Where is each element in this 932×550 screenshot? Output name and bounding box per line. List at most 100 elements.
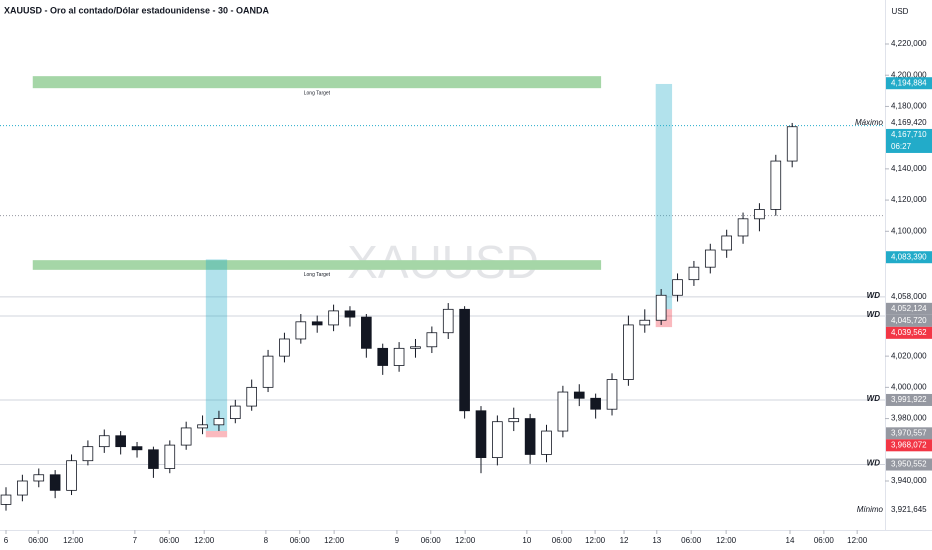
price-label: 3,970,557 [891,428,927,437]
price-label-box [886,427,932,440]
candle-body [246,386,258,407]
candle-body [508,418,520,423]
axis-layer: XAUUSD - Oro al contado/Dólar estadounid… [4,5,932,545]
x-tick-label: 12:00 [324,536,345,545]
x-tick-label: 12:00 [585,536,606,545]
price-label-box [886,326,932,339]
x-tick-label: 14 [786,536,795,545]
candle-body [754,209,765,220]
x-tick-label: 06:00 [290,536,311,545]
price-label: 4,045,720 [891,316,927,325]
y-tick-label: 3,940,000 [891,476,927,485]
candle-body [524,418,536,455]
currency: USD [892,7,909,16]
candle-body [66,460,77,491]
price-label: 3,991,922 [891,395,927,404]
candle-body [688,266,700,281]
position-stop [205,431,228,438]
price-label: 4,169,420 [891,118,927,127]
price-label-box [886,251,932,264]
price-label-box [886,458,932,471]
price-line-note: WD [867,459,881,468]
x-tick-label: 13 [652,536,661,545]
candle-body [737,218,749,237]
x-tick-label: 06:00 [552,536,573,545]
candle-body [721,235,732,251]
candle-body [410,346,421,349]
y-tick-label: 4,100,000 [891,226,927,235]
x-tick-label: 06:00 [28,536,49,545]
y-tick-label: 4,220,000 [891,39,927,48]
y-tick-label: 4,180,000 [891,102,927,111]
x-tick-label: 9 [395,536,400,545]
price-label: 3,968,072 [891,440,927,449]
x-tick-label: 06:00 [814,536,835,545]
candle-body [492,421,503,458]
candle-body [295,321,307,340]
candle-body [459,308,470,412]
x-tick-label: 10 [522,536,531,545]
candle-body [475,410,487,458]
candle-body [623,324,634,380]
price-label-box [886,128,932,153]
target-zone [32,260,602,270]
candle-body [279,338,290,357]
candle-body [164,444,176,469]
price-line-note: WD [867,291,881,300]
candle-body [311,321,323,326]
y-tick-label: 4,200,000 [891,70,927,79]
y-tick-label: 4,120,000 [891,195,927,204]
candle-body [361,316,372,349]
x-tick-label: 12:00 [716,536,737,545]
y-tick-label: 4,140,000 [891,164,927,173]
y-tick-label: 4,000,000 [891,382,927,391]
candle-body [328,310,339,326]
candle-body [377,347,389,366]
price-line-note: WD [867,394,881,403]
candle-body [17,480,28,496]
candle-body [98,435,110,448]
candle-body [262,355,274,388]
candle-body [573,391,585,399]
chart-title: XAUUSD - Oro al contado/Dólar estadounid… [4,5,270,15]
plot-layer: WD WD WD WD Long Target Long Target [0,76,885,511]
x-tick-label: 12:00 [194,536,215,545]
price-label: 4,083,390 [891,252,927,261]
x-tick-label: 06:00 [159,536,180,545]
x-tick-label: 12 [620,536,629,545]
price-label-note: Mínimo [857,505,884,514]
zone-label: Long Target [304,272,331,278]
candle-body [180,427,192,446]
price-label: 4,052,124 [891,304,927,313]
candle-body [606,379,618,410]
y-tick-label: 4,020,000 [891,351,927,360]
candle-body [442,308,454,334]
candle-body [148,449,159,469]
candle-body [197,424,208,429]
candle-body [393,347,405,366]
candle-body [49,474,61,491]
x-tick-label: 6 [4,536,9,545]
x-tick-label: 8 [264,536,269,545]
candle-body [344,310,356,318]
price-label: 3,950,552 [891,460,927,469]
candle-body [229,405,241,419]
candle-body [426,332,438,348]
price-label: 4,039,562 [891,328,927,337]
price-label: 4,167,710 [891,130,927,139]
x-tick-label: 06:00 [421,536,442,545]
x-tick-label: 12:00 [63,536,84,545]
zone-label: Long Target [304,91,331,97]
price-label-box [886,314,932,327]
price-label-box [886,77,932,90]
price-line-note: WD [867,310,881,319]
price-label-box [886,116,932,129]
price-label: 4,194,884 [891,78,927,87]
candle-body [131,446,143,451]
price-label: 3,921,645 [891,505,927,514]
candle-body [213,418,225,426]
candle-body [770,160,782,210]
candle-body [82,446,94,462]
candle-body [639,319,651,326]
